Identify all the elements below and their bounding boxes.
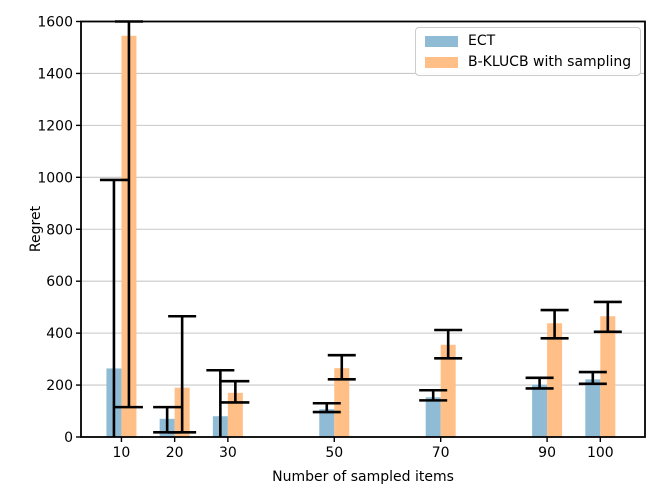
legend-item-bklucb: B-KLUCB with sampling bbox=[416, 54, 640, 70]
legend-swatch-bklucb bbox=[425, 56, 458, 68]
x-axis-label: Number of sampled items bbox=[272, 469, 454, 485]
x-tick-label-50: 50 bbox=[325, 445, 343, 461]
legend-item-ect: ECT bbox=[416, 33, 640, 49]
legend: ECT B-KLUCB with sampling bbox=[415, 27, 641, 76]
y-tick-label-400: 400 bbox=[46, 326, 73, 342]
x-tick-label-20: 20 bbox=[166, 445, 184, 461]
x-tick-label-70: 70 bbox=[432, 445, 450, 461]
bar-ect-x50 bbox=[319, 409, 335, 437]
y-tick-label-1400: 1400 bbox=[37, 66, 73, 82]
bar-bklucb-x100 bbox=[600, 316, 616, 437]
y-tick-label-600: 600 bbox=[46, 274, 73, 290]
bar-ect-x100 bbox=[585, 379, 601, 437]
x-tick-label-100: 100 bbox=[587, 445, 614, 461]
legend-label-bklucb: B-KLUCB with sampling bbox=[468, 54, 632, 70]
legend-label-ect: ECT bbox=[468, 33, 496, 49]
bar-bklucb-x50 bbox=[334, 368, 350, 437]
y-tick-label-1000: 1000 bbox=[37, 170, 73, 186]
bar-ect-x70 bbox=[425, 397, 441, 437]
y-tick-label-1200: 1200 bbox=[37, 118, 73, 134]
y-tick-label-1600: 1600 bbox=[37, 15, 73, 31]
x-tick-label-90: 90 bbox=[538, 445, 556, 461]
y-tick-label-200: 200 bbox=[46, 378, 73, 394]
bar-ect-x90 bbox=[532, 384, 548, 437]
legend-swatch-ect bbox=[425, 35, 458, 47]
y-tick-label-800: 800 bbox=[46, 222, 73, 238]
bar-bklucb-x70 bbox=[440, 344, 456, 437]
x-tick-label-10: 10 bbox=[113, 445, 131, 461]
x-tick-label-30: 30 bbox=[219, 445, 237, 461]
bar-bklucb-x90 bbox=[547, 323, 563, 437]
y-axis-label: Regret bbox=[28, 205, 44, 252]
bar-bklucb-x30 bbox=[227, 392, 243, 437]
y-tick-label-0: 0 bbox=[64, 430, 73, 446]
